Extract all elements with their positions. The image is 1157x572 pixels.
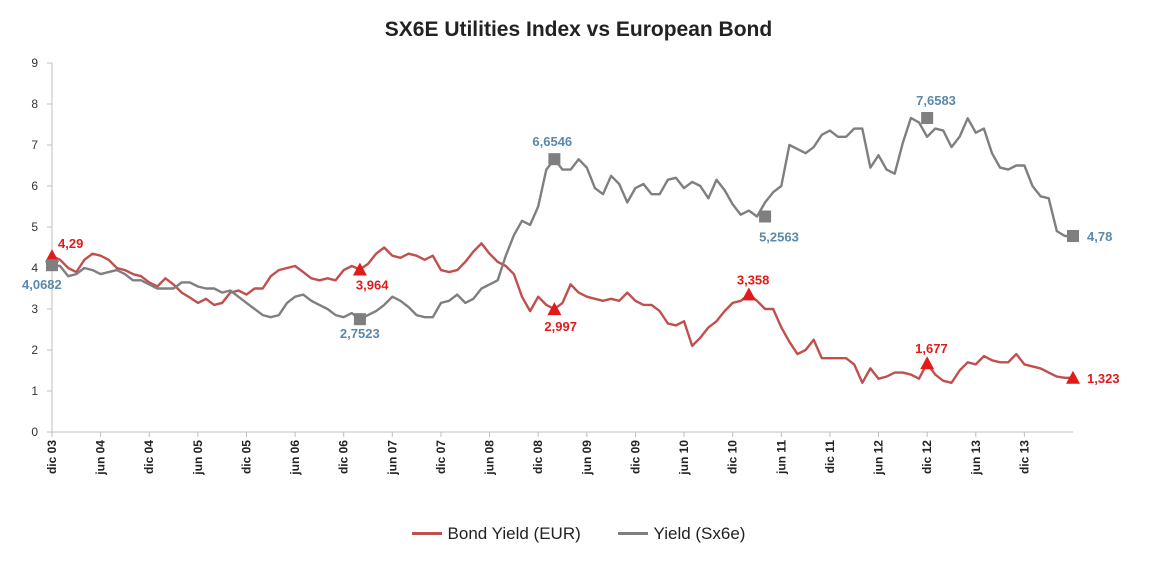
bond-yield-data-label: 1,323: [1087, 371, 1120, 386]
bond-yield-data-label: 1,677: [915, 341, 948, 356]
y-tick-label: 0: [31, 425, 38, 439]
bond-yield-marker: [741, 287, 756, 301]
sx6e-yield-data-label: 5,2563: [759, 229, 799, 244]
sx6e-yield-data-label: 2,7523: [340, 326, 380, 341]
y-tick-label: 5: [31, 220, 38, 234]
y-tick-label: 3: [31, 302, 38, 316]
sx6e-yield-data-label: 4,78: [1087, 229, 1112, 244]
legend-item-bond-yield: Bond Yield (EUR): [411, 523, 581, 544]
bond-yield-data-label: 3,964: [356, 277, 389, 292]
legend-label-sx6e-yield: Yield (Sx6e): [653, 523, 746, 543]
bond-yield-marker: [1066, 370, 1080, 384]
x-tick-label: jun 11: [774, 440, 788, 475]
x-tick-label: dic 04: [142, 440, 156, 474]
sx6e-yield-data-label: 6,6546: [532, 134, 572, 149]
chart-title: SX6E Utilities Index vs European Bond: [384, 18, 773, 41]
x-tick-label: dic 13: [1017, 440, 1031, 474]
x-tick-label: dic 08: [531, 440, 545, 474]
x-tick-label: dic 10: [726, 440, 740, 474]
y-tick-label: 6: [31, 179, 38, 193]
x-tick-label: jun 07: [385, 440, 399, 476]
x-tick-label: dic 05: [239, 440, 253, 474]
sx6e-yield-marker: [1067, 230, 1079, 243]
x-tick-label: dic 12: [920, 440, 934, 474]
y-tick-label: 9: [31, 56, 38, 70]
sx6e-yield-data-label: 7,6583: [916, 93, 956, 108]
x-tick-label: dic 03: [45, 440, 59, 474]
legend-label-bond-yield: Bond Yield (EUR): [447, 523, 581, 543]
bond-yield-marker: [920, 356, 935, 370]
x-tick-label: jun 06: [288, 440, 302, 476]
x-tick-label: dic 07: [434, 440, 448, 474]
x-tick-label: jun 13: [969, 440, 983, 476]
y-tick-label: 7: [31, 138, 38, 152]
sx6e-yield-marker: [921, 112, 934, 125]
legend-swatch-sx6e-yield: [617, 532, 648, 535]
series-line-sx6e-yield: [51, 116, 1073, 321]
x-tick-label: jun 09: [580, 440, 594, 476]
bond-yield-marker: [547, 302, 562, 316]
legend-item-sx6e-yield: Yield (Sx6e): [617, 523, 746, 544]
x-tick-label: jun 08: [483, 440, 497, 476]
series-line-bond-yield: [51, 242, 1073, 384]
x-tick-label: dic 11: [823, 440, 837, 474]
y-tick-label: 4: [31, 261, 38, 275]
sx6e-yield-data-label: 4,0682: [22, 277, 62, 292]
x-tick-label: dic 09: [628, 440, 642, 474]
sx6e-yield-marker: [353, 313, 366, 326]
sx6e-yield-marker: [759, 210, 772, 223]
legend-swatch-bond-yield: [411, 532, 442, 535]
chart-legend: Bond Yield (EUR) Yield (Sx6e): [0, 520, 1157, 544]
bond-yield-marker: [45, 249, 59, 263]
bond-yield-data-label: 2,997: [544, 319, 577, 334]
bond-yield-data-label: 3,358: [737, 272, 770, 287]
sx6e-yield-marker: [46, 259, 58, 272]
y-tick-label: 2: [31, 343, 38, 357]
y-tick-label: 8: [31, 97, 38, 111]
bond-yield-marker: [352, 262, 367, 276]
sx6e-yield-marker: [548, 153, 561, 166]
bond-yield-data-label: 4,29: [58, 236, 83, 251]
x-tick-label: jun 05: [191, 440, 205, 476]
y-tick-label: 1: [31, 384, 38, 398]
x-tick-label: jun 10: [677, 440, 691, 476]
x-tick-label: jun 12: [872, 440, 886, 476]
x-tick-label: dic 06: [337, 440, 351, 474]
x-tick-label: jun 04: [94, 440, 108, 476]
